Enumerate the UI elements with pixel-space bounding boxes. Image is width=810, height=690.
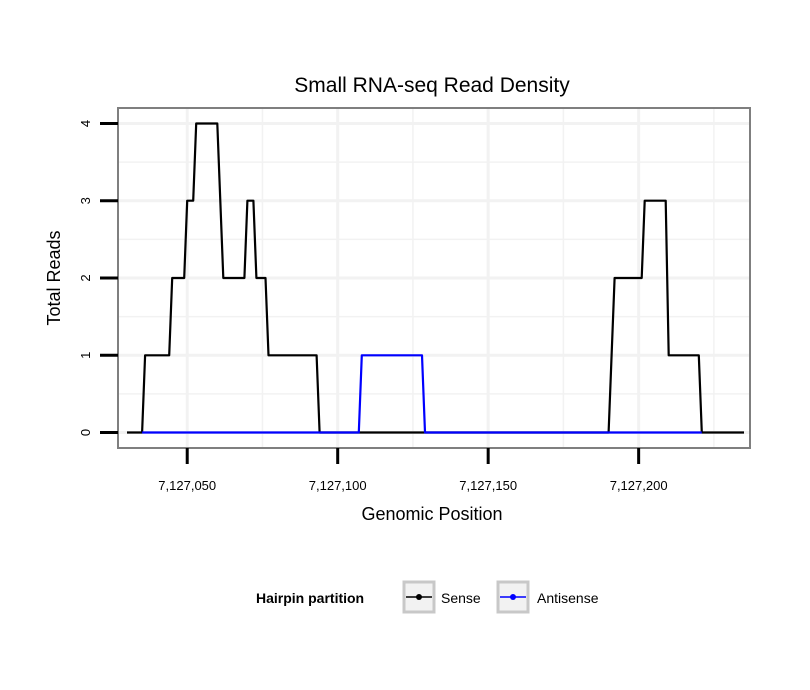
legend-label-sense: Sense	[441, 590, 481, 606]
x-tick-label: 7,127,200	[610, 478, 668, 493]
y-tick-label: 0	[78, 429, 93, 436]
x-tick-label: 7,127,050	[158, 478, 216, 493]
legend-item-sense: Sense	[402, 580, 481, 614]
x-tick-label: 7,127,100	[309, 478, 367, 493]
legend-item-antisense: Antisense	[496, 580, 599, 614]
axes: 7,127,050 7,127,100 7,127,150 7,127,200 0 1 2 3…	[78, 120, 668, 493]
series-line-antisense	[142, 354, 702, 434]
legend-point-antisense	[510, 594, 516, 600]
x-axis-title: Genomic Position	[361, 504, 502, 524]
series-line-sense	[127, 122, 744, 434]
legend-label-antisense: Antisense	[537, 590, 599, 606]
legend: Hairpin partition Sense Antisense	[256, 580, 599, 614]
y-tick-label: 3	[78, 197, 93, 204]
y-tick-label: 2	[78, 274, 93, 281]
y-axis-title: Total Reads	[44, 230, 64, 325]
legend-point-sense	[416, 594, 422, 600]
chart-title: Small RNA-seq Read Density	[294, 74, 570, 97]
x-tick-label: 7,127,150	[459, 478, 517, 493]
series-group	[127, 122, 744, 434]
legend-title: Hairpin partition	[256, 590, 364, 606]
y-tick-label: 4	[78, 120, 93, 127]
y-tick-label: 1	[78, 352, 93, 359]
